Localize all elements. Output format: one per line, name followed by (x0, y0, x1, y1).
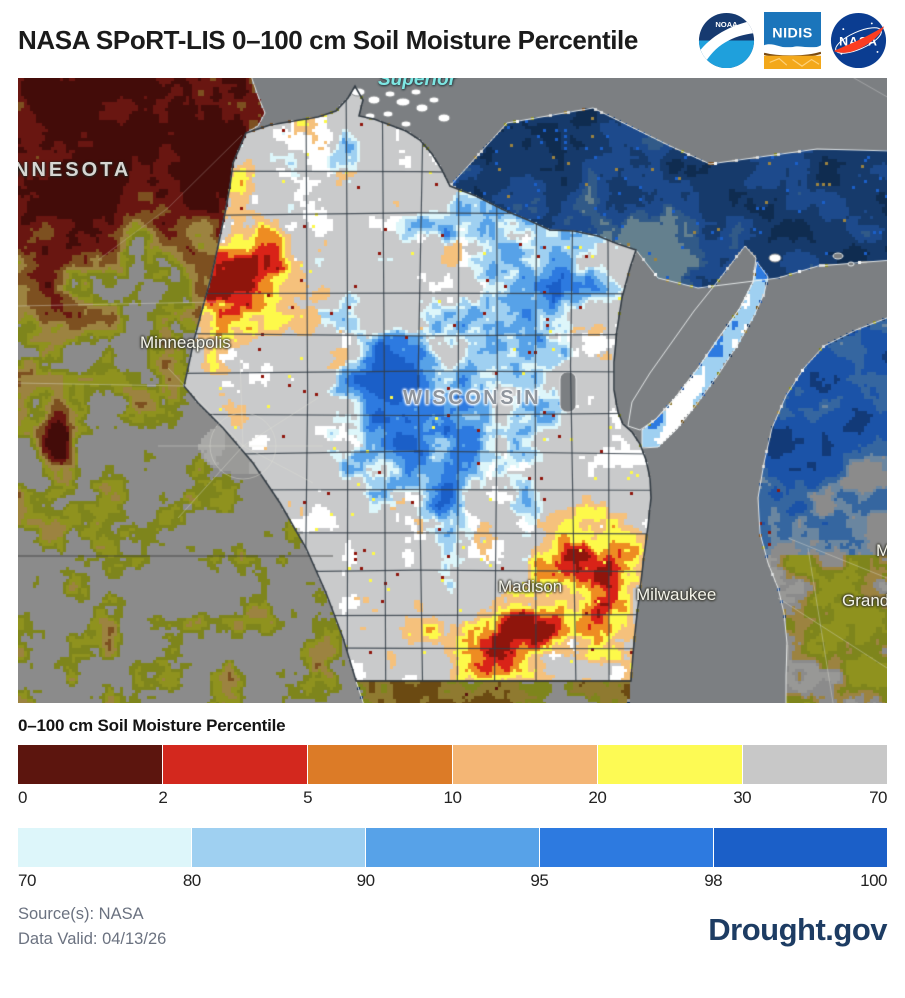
legend-color-segment (366, 828, 540, 867)
legend-tick: 70 (869, 788, 887, 807)
legend-color-segment (18, 828, 192, 867)
legend-color-segment (743, 745, 887, 784)
header: NASA SPoRT-LIS 0–100 cm Soil Moisture Pe… (0, 0, 905, 78)
legend-color-segment (453, 745, 598, 784)
legend-tick: 20 (588, 788, 607, 807)
nasa-logo-icon: NASA (830, 12, 887, 69)
legend-tick: 100 (860, 871, 887, 890)
legend-tick: 80 (182, 871, 201, 890)
legend-color-segment (540, 828, 714, 867)
legend-color-segment (18, 745, 163, 784)
page: NASA SPoRT-LIS 0–100 cm Soil Moisture Pe… (0, 0, 905, 970)
noaa-logo-icon: NOAA (698, 12, 755, 69)
logo-row: NOAA NIDIS (698, 11, 887, 69)
legend-color-segment (308, 745, 453, 784)
legend-bar-wet (18, 828, 887, 867)
legend-tick: 95 (530, 871, 549, 890)
legend-ticks-wet: 70 80 90 95 98 100 (18, 867, 887, 894)
map-raster-canvas (18, 78, 887, 703)
data-valid-text: Data Valid: 04/13/26 (18, 929, 167, 948)
nidis-logo-icon: NIDIS (764, 11, 821, 69)
legend-color-segment (598, 745, 743, 784)
legend-color-segment (163, 745, 308, 784)
source-block: Source(s): NASA Data Valid: 04/13/26 (18, 902, 166, 952)
legend-tick: 70 (18, 871, 36, 890)
legend-tick: 0 (18, 788, 27, 807)
legend-tick: 30 (733, 788, 752, 807)
legend-bar-dry (18, 745, 887, 784)
legend-tick: 10 (443, 788, 462, 807)
svg-text:NOAA: NOAA (715, 20, 738, 29)
legend-color-segment (714, 828, 887, 867)
footer: Source(s): NASA Data Valid: 04/13/26 Dro… (18, 902, 887, 970)
soil-moisture-map: Superior NNESOTA Minneapolis WISCONSIN M… (18, 78, 887, 703)
legend-tick: 98 (704, 871, 723, 890)
source-text: Source(s): NASA (18, 905, 144, 923)
page-title: NASA SPoRT-LIS 0–100 cm Soil Moisture Pe… (18, 24, 638, 55)
legend: 0–100 cm Soil Moisture Percentile 0 2 5 10 2… (18, 716, 887, 894)
legend-ticks-dry: 0 2 5 10 20 30 70 (18, 784, 887, 811)
legend-color-segment (192, 828, 366, 867)
legend-tick: 2 (158, 788, 168, 807)
drought-gov-brand: Drought.gov (708, 912, 887, 947)
legend-tick: 90 (356, 871, 375, 890)
legend-tick: 5 (303, 788, 313, 807)
svg-text:NIDIS: NIDIS (772, 25, 812, 41)
legend-title: 0–100 cm Soil Moisture Percentile (18, 716, 286, 735)
